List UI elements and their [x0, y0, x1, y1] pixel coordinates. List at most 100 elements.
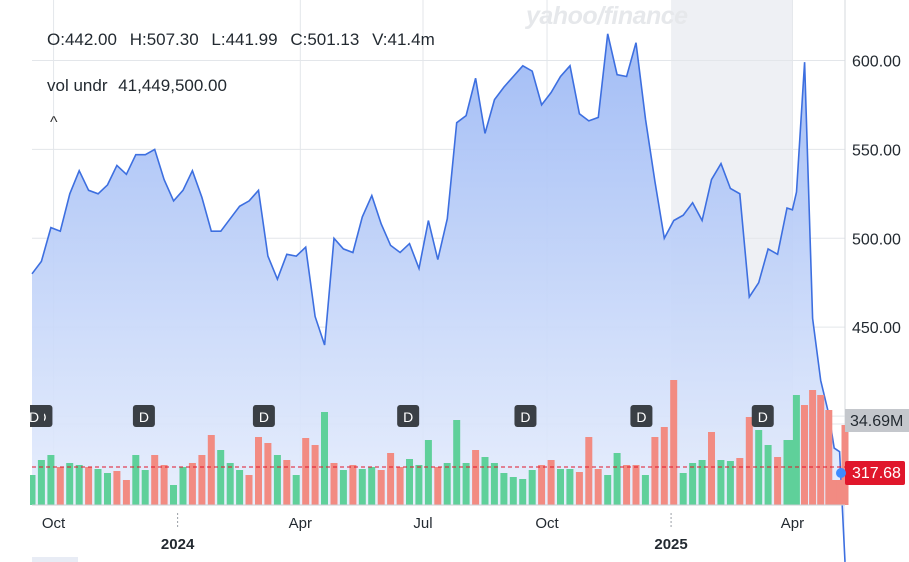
- volume-bar-up: [717, 460, 725, 505]
- volume-bar-down: [387, 453, 395, 505]
- volume-bar-up: [170, 485, 177, 505]
- volume-bar-up: [641, 475, 649, 505]
- volume-bar-up: [273, 455, 281, 505]
- dividend-marker[interactable]: D: [252, 405, 275, 427]
- volume-bar-up: [424, 440, 432, 505]
- volume-bar-down: [538, 465, 546, 505]
- close-value: C:501.13: [290, 30, 360, 49]
- volume-value: V:41.4m: [372, 30, 435, 49]
- volume-bar-down: [585, 437, 593, 505]
- volume-bar-down: [377, 470, 385, 505]
- volume-bar-down: [311, 445, 319, 505]
- volume-bar-down: [283, 460, 291, 505]
- volume-bar-down: [85, 467, 93, 505]
- volume-bar-up: [141, 470, 149, 505]
- volume-bar-up: [557, 469, 564, 505]
- scroll-indicator[interactable]: [32, 557, 78, 562]
- x-tick-label: Oct: [535, 515, 559, 532]
- volume-indicator-readout: vol undr 41,449,500.00: [47, 76, 233, 96]
- volume-bar-up: [519, 479, 527, 505]
- volume-bar-up: [339, 470, 347, 505]
- volume-bar-down: [349, 465, 357, 505]
- volume-bar-up: [132, 455, 140, 505]
- volume-bar-down: [836, 480, 844, 505]
- volume-bar-up: [528, 470, 536, 505]
- x-tick-label: Oct: [42, 515, 66, 532]
- volume-bar-down: [660, 427, 668, 505]
- volume-bar-down: [434, 467, 442, 505]
- volume-bar-down: [651, 437, 659, 505]
- x-year-label: 2025: [654, 536, 687, 553]
- volume-bar-down: [801, 405, 808, 505]
- dividend-marker[interactable]: D: [630, 405, 653, 427]
- volume-bar-up: [94, 469, 102, 505]
- vol-indicator-label: vol undr: [47, 76, 108, 95]
- volume-bar-down: [302, 438, 310, 505]
- volume-bar-down: [245, 475, 253, 505]
- volume-bar-up: [755, 430, 763, 505]
- dividend-marker-label: D: [259, 409, 269, 425]
- yahoo-finance-watermark: yahoo/finance: [526, 2, 688, 30]
- y-tick-label: 450.00: [852, 320, 901, 337]
- volume-bar-down: [113, 471, 121, 505]
- volume-bar-down: [825, 410, 833, 505]
- volume-bar-up: [481, 457, 489, 505]
- vol-indicator-value: 41,449,500.00: [118, 76, 227, 95]
- volume-bar-down: [809, 390, 817, 505]
- dividend-marker[interactable]: D: [751, 405, 774, 427]
- volume-bar-down: [774, 457, 782, 505]
- volume-bar-up: [236, 470, 244, 505]
- volume-bar-up: [321, 412, 328, 505]
- volume-bar-down: [594, 469, 602, 505]
- dividend-marker-label: D: [139, 409, 149, 425]
- volume-bar-up: [104, 473, 111, 505]
- volume-bar-down: [330, 463, 338, 505]
- volume-bar-up: [698, 460, 706, 505]
- volume-bar-up: [37, 460, 45, 505]
- volume-bar-up: [764, 445, 772, 505]
- volume-bar-up: [415, 465, 423, 505]
- dividend-marker[interactable]: D: [397, 405, 420, 427]
- volume-bar-up: [792, 395, 800, 505]
- volume-bar-down: [160, 465, 168, 505]
- volume-bar-up: [613, 453, 621, 505]
- x-tick-label: Jul: [413, 515, 432, 532]
- high-value: H:507.30: [129, 30, 199, 49]
- volume-bar-down: [745, 417, 753, 505]
- collapse-chevron-icon[interactable]: ^: [50, 114, 58, 131]
- dividend-marker-label: D: [520, 409, 530, 425]
- volume-bar-up: [368, 467, 376, 505]
- volume-bar-up: [689, 463, 697, 505]
- y-tick-label: 550.00: [852, 142, 901, 159]
- volume-bar-up: [788, 440, 796, 505]
- volume-bar-up: [443, 463, 451, 505]
- y-tick-label: 500.00: [852, 231, 901, 248]
- volume-bar-down: [736, 458, 744, 505]
- volume-bar-down: [255, 437, 262, 505]
- volume-bar-up: [462, 463, 470, 505]
- volume-bar-up: [566, 469, 574, 505]
- volume-bar-down: [264, 443, 272, 505]
- volume-bar-up: [292, 475, 300, 505]
- volume-bar-down: [632, 465, 640, 505]
- dividend-marker[interactable]: D: [514, 405, 537, 427]
- volume-bar-up: [75, 465, 83, 505]
- volume-bar-down: [122, 480, 130, 505]
- current-price-badge: [845, 461, 905, 485]
- volume-bar-down: [396, 467, 404, 505]
- volume-bar-up: [509, 477, 517, 505]
- volume-bar-down: [708, 432, 715, 505]
- dividend-marker-edge[interactable]: [30, 405, 44, 427]
- dividend-marker[interactable]: D: [132, 405, 155, 427]
- volume-bar-down: [817, 395, 825, 505]
- volume-bar-up: [28, 475, 36, 505]
- open-value: O:442.00: [47, 30, 117, 49]
- volume-badge-label: 34.69M: [850, 413, 903, 430]
- volume-bar-down: [56, 467, 64, 505]
- dividend-marker-label: D: [403, 409, 413, 425]
- volume-bar-down: [575, 472, 583, 505]
- volume-bar-up: [47, 455, 55, 505]
- price-area: [32, 33, 845, 562]
- dividend-marker-label: D: [636, 409, 646, 425]
